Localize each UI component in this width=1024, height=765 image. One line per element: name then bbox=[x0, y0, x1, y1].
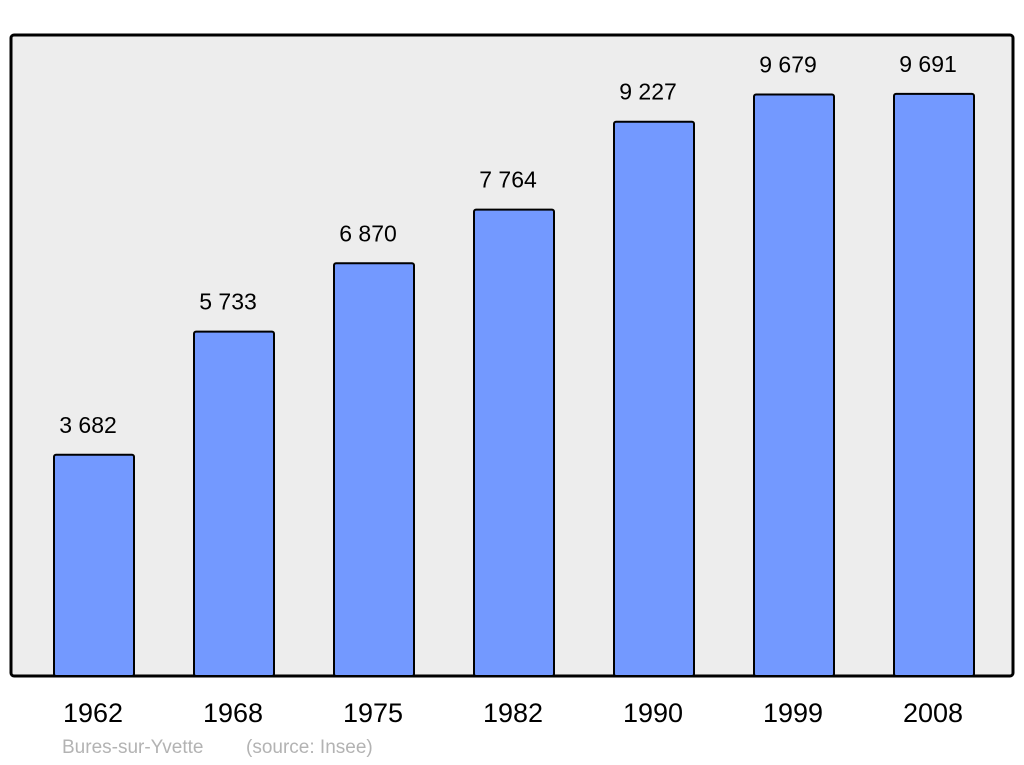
footer-source: (source: Insee) bbox=[246, 737, 373, 758]
bar-1962 bbox=[53, 453, 135, 677]
bar-1990 bbox=[613, 120, 695, 678]
x-tick-label-1975: 1975 bbox=[343, 698, 403, 728]
x-tick-label-1962: 1962 bbox=[63, 698, 123, 728]
bar-1999 bbox=[753, 93, 835, 677]
x-tick-label-2008: 2008 bbox=[903, 698, 963, 728]
value-label-1968: 5 733 bbox=[199, 289, 257, 315]
footer-place: Bures-sur-Yvette bbox=[62, 737, 204, 758]
value-label-1999: 9 679 bbox=[759, 52, 817, 78]
value-label-1962: 3 682 bbox=[59, 412, 117, 438]
bar-1982 bbox=[473, 208, 555, 677]
value-label-2008: 9 691 bbox=[899, 51, 957, 77]
x-tick-label-1999: 1999 bbox=[763, 698, 823, 728]
value-label-1982: 7 764 bbox=[479, 167, 537, 193]
value-label-1975: 6 870 bbox=[339, 220, 397, 246]
value-label-1990: 9 227 bbox=[619, 79, 677, 105]
x-tick-label-1968: 1968 bbox=[203, 698, 263, 728]
x-tick-label-1990: 1990 bbox=[623, 698, 683, 728]
bar-2008 bbox=[893, 92, 975, 677]
x-tick-label-1982: 1982 bbox=[483, 698, 543, 728]
bar-1975 bbox=[333, 262, 415, 677]
bar-1968 bbox=[193, 330, 275, 677]
